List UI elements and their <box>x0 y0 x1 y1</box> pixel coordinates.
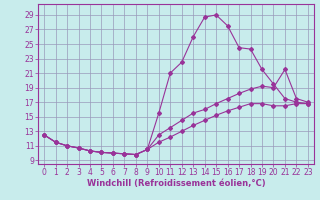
X-axis label: Windchill (Refroidissement éolien,°C): Windchill (Refroidissement éolien,°C) <box>87 179 265 188</box>
